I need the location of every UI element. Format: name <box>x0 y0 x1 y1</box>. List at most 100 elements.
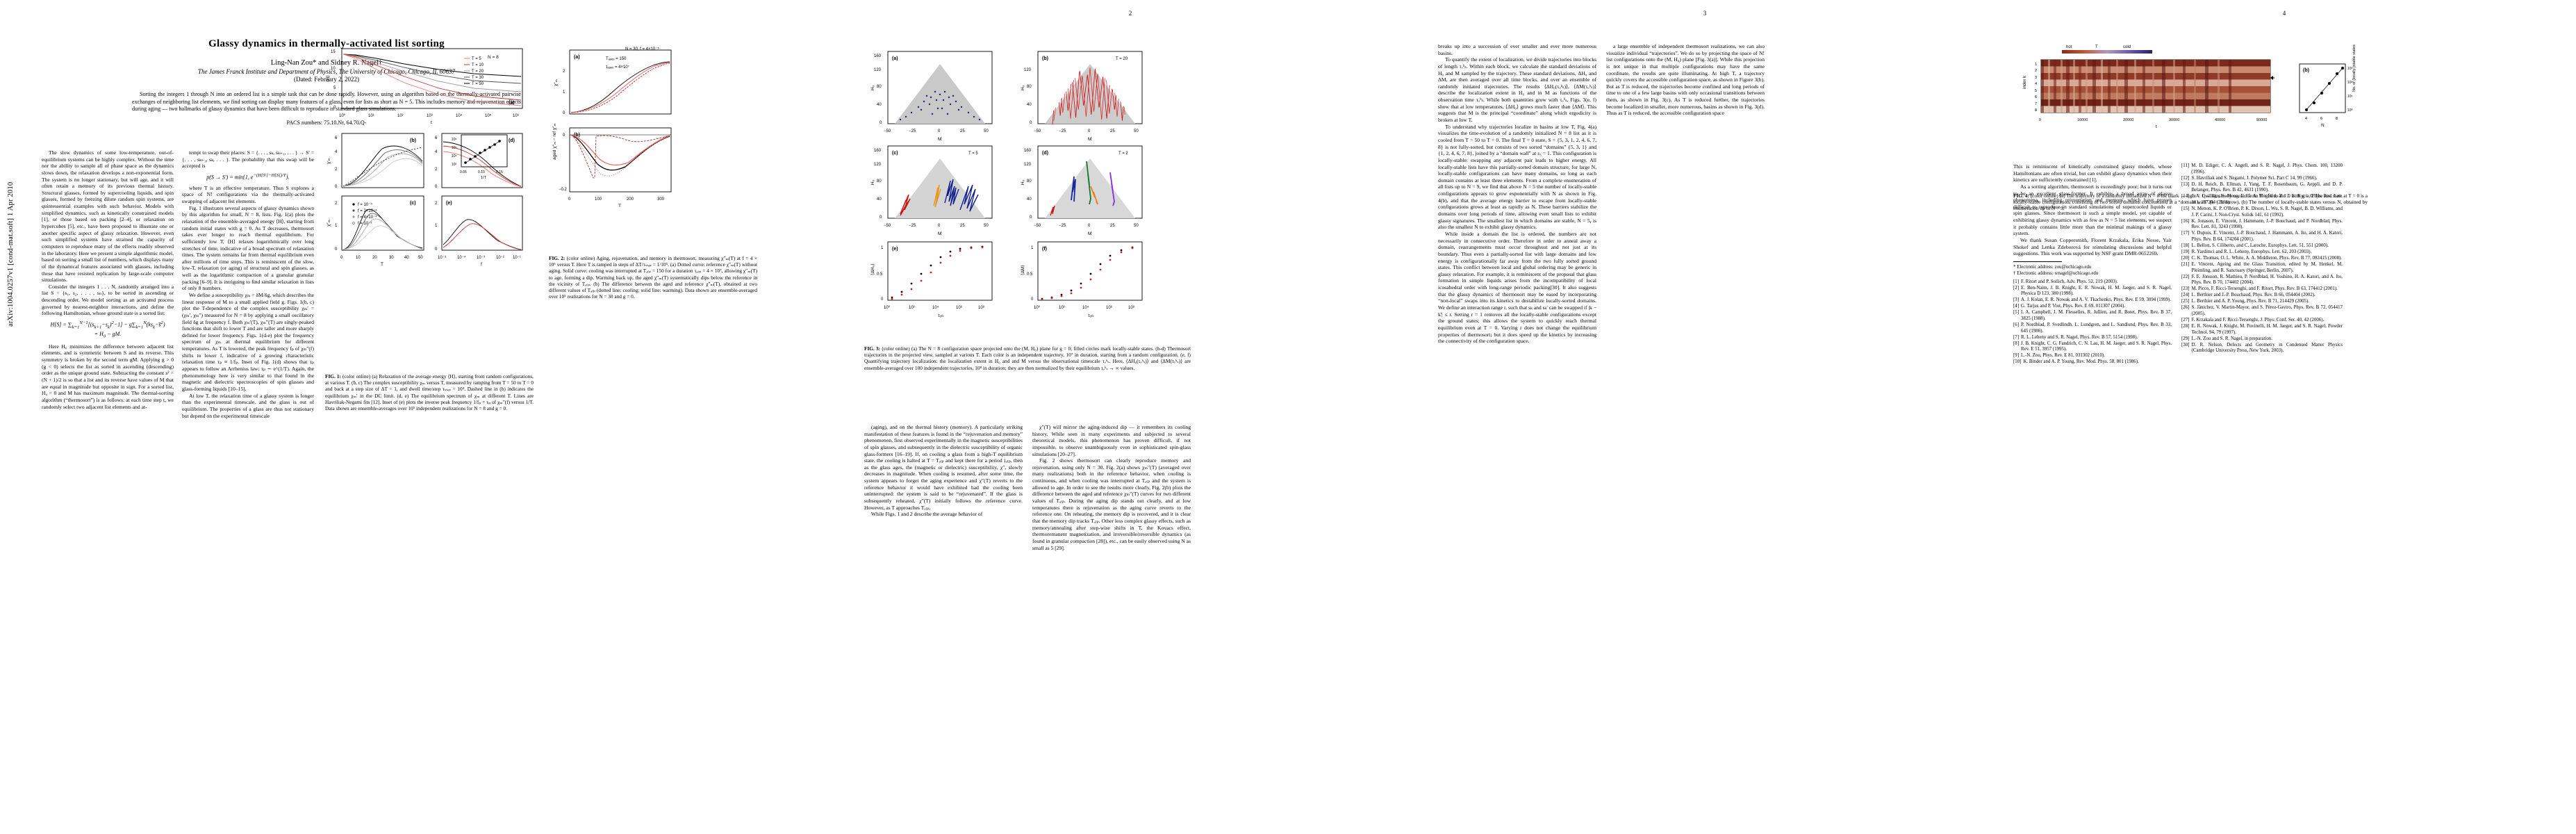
reference-item: [17] V. Dupuis, E. Vincent, J.-P. Bouchau… <box>2181 231 2343 243</box>
paragraph: Consider the integers 1 . . . N, randoml… <box>42 283 174 317</box>
svg-text:50: 50 <box>984 129 989 133</box>
svg-text:0: 0 <box>335 185 338 189</box>
svg-text:(b): (b) <box>410 138 416 143</box>
svg-text:10⁸: 10⁸ <box>978 305 985 310</box>
svg-text:T = 30: T = 30 <box>472 76 484 80</box>
paragraph: This is reminiscent of kinetically const… <box>2013 163 2172 183</box>
svg-text:5: 5 <box>2035 89 2037 93</box>
reference-item: [11] M. D. Ediger, C. A. Angell, and S. R… <box>2181 163 2343 175</box>
svg-text:10²: 10² <box>909 306 915 310</box>
figure-2: (a) χ″ₘ 0 1 2 Tₐₐₑₑ = 150 τₐₐₑₑ = 4×10⁷ (… <box>549 43 757 300</box>
paragraph: where T is an effective temperature. Thu… <box>182 184 314 205</box>
footnote-email-2: † Electronic address: srnagel@uchicago.e… <box>2013 270 2099 276</box>
reference-item: [13] D. H. Reich, B. Ellman, J. Yang, T. … <box>2181 182 2343 194</box>
figure-1-caption-text: (color online) (a) Relaxation of the ave… <box>325 373 534 411</box>
svg-text:10: 10 <box>356 256 361 260</box>
svg-text:−25: −25 <box>909 129 916 133</box>
reference-item: [26] S. Jánichez, V. Martin-Mayor, and S.… <box>2181 305 2343 317</box>
paragraph: We define a susceptibility χₘ = δM/δg, w… <box>182 291 314 392</box>
svg-text:8: 8 <box>2035 108 2037 113</box>
svg-text:10⁴: 10⁴ <box>932 305 939 310</box>
paragraph: (aging), and on the thermal history (mem… <box>864 424 1023 511</box>
svg-text:30000: 30000 <box>2169 118 2179 122</box>
reference-number: [24] <box>2181 293 2190 298</box>
reference-text: M. D. Ediger, C. A. Angell, and S. R. Na… <box>2191 163 2343 174</box>
figure-3: (a) H₀ 0 40 80 120 160 −50 −25 0 25 50 M <box>864 43 1191 371</box>
svg-text:4: 4 <box>335 150 338 154</box>
reference-text: M. Picco, F. Ricci-Tersenghi, and F. Rit… <box>2191 286 2338 292</box>
svg-text:10⁰: 10⁰ <box>884 305 891 310</box>
svg-text:40: 40 <box>1027 197 1032 202</box>
svg-text:T = 20: T = 20 <box>1116 57 1128 61</box>
svg-text:index k: index k <box>2023 75 2027 89</box>
reference-item: [24] L. Berthier and J.-P. Bouchaud, Phys… <box>2181 293 2343 299</box>
reference-text: E. Vincent, Ageing and the Glass Transit… <box>2191 262 2343 273</box>
reference-text: L.-N. Zou and S. R. Nagel, in preparatio… <box>2191 336 2273 341</box>
svg-text:0.15: 0.15 <box>496 170 503 174</box>
svg-text:T = 5: T = 5 <box>472 57 481 61</box>
svg-text:T = 50: T = 50 <box>472 82 484 86</box>
reference-list-right: [11] M. D. Ediger, C. A. Angell, and S. R… <box>2181 163 2343 354</box>
svg-text:H₀: H₀ <box>870 179 875 185</box>
svg-text:10⁵: 10⁵ <box>452 146 457 150</box>
svg-text:200: 200 <box>627 197 634 202</box>
svg-text:N: N <box>2321 123 2325 128</box>
svg-text:10⁶: 10⁶ <box>1106 305 1113 310</box>
svg-text:50: 50 <box>1134 129 1139 133</box>
svg-text:M: M <box>938 137 941 142</box>
svg-text:10⁰: 10⁰ <box>1034 305 1041 310</box>
svg-text:30: 30 <box>389 256 394 260</box>
reference-item: [18] L. Bellon, S. Ciliberto, and C. Laro… <box>2181 243 2343 250</box>
figure-2-label: FIG. 2: <box>549 255 565 261</box>
svg-text:(b): (b) <box>574 133 580 138</box>
svg-text:0: 0 <box>335 247 338 252</box>
reference-item: [16] K. Jonason, E. Vincent, J. Hammann, … <box>2181 219 2343 231</box>
svg-text:T: T <box>2095 45 2098 49</box>
svg-text:0: 0 <box>1030 121 1032 125</box>
page4-column-2: [11] M. D. Ediger, C. A. Angell, and S. R… <box>2181 163 2343 354</box>
reference-item: [3] A. J. Kolan, E. R. Nowak and A. V. Tk… <box>2013 297 2172 304</box>
reference-number: [13] <box>2181 181 2190 187</box>
svg-text:10⁶: 10⁶ <box>513 113 520 118</box>
svg-text:cold: cold <box>2123 45 2131 49</box>
svg-text:0: 0 <box>938 129 941 133</box>
reference-number: [4] <box>2013 304 2020 309</box>
svg-text:1: 1 <box>435 224 438 228</box>
reference-number: [9] <box>2013 353 2020 359</box>
reference-number: [18] <box>2181 243 2190 248</box>
svg-text:5: 5 <box>333 86 336 90</box>
footnote-email-1: * Electronic address: zou@uchicago.edu <box>2013 264 2092 270</box>
reference-item: [30] D. R. Nelson, Defects and Geometry i… <box>2181 343 2343 354</box>
svg-text:0.05: 0.05 <box>460 170 467 174</box>
reference-item: [23] M. Picco, F. Ricci-Tersenghi, and F.… <box>2181 286 2343 293</box>
svg-text:χ′ₘ: χ′ₘ <box>327 158 331 164</box>
svg-text:3: 3 <box>2035 76 2037 80</box>
svg-text:T = 10: T = 10 <box>472 63 484 67</box>
reference-number: [25] <box>2181 299 2190 304</box>
page-title: Glassy dynamics in thermally-activated l… <box>208 38 445 49</box>
reference-item: [27] F. Krzakala and F. Ricci-Tersenghi, … <box>2181 318 2343 324</box>
svg-text:1: 1 <box>335 224 338 228</box>
page-number: 3 <box>1703 10 1707 17</box>
reference-item: [4] G. Tarjus and P. Viot, Phys. Rev. E 6… <box>2013 304 2172 310</box>
page2-column-1: (aging), and on the thermal history (mem… <box>864 424 1023 518</box>
svg-text:10¹: 10¹ <box>2347 95 2353 99</box>
svg-text:6: 6 <box>2320 117 2322 121</box>
paragraph: At low T, the relaxation time of a glass… <box>182 392 314 419</box>
svg-text:0: 0 <box>435 247 438 252</box>
svg-text:0: 0 <box>1088 224 1091 228</box>
svg-text:1: 1 <box>1031 246 1034 250</box>
figure-2-caption: FIG. 2: (color online) Aging, rejuvenati… <box>549 255 757 300</box>
svg-text:0: 0 <box>880 121 882 125</box>
reference-number: [28] <box>2181 324 2190 329</box>
svg-text:(d): (d) <box>509 138 515 143</box>
figure-4: T hot cold (a) <box>2013 43 2368 212</box>
figure-4-graphic: T hot cold (a) <box>2023 44 2356 129</box>
reference-number: [11] <box>2181 163 2190 168</box>
reference-item: [1] F. Ritort and P. Sollich, Adv. Phys. … <box>2013 279 2172 286</box>
svg-text:M: M <box>938 231 941 236</box>
svg-text:6: 6 <box>435 136 438 140</box>
pacs-numbers: PACS numbers: 75.10.Nr, 64.70.Q- <box>286 120 367 126</box>
